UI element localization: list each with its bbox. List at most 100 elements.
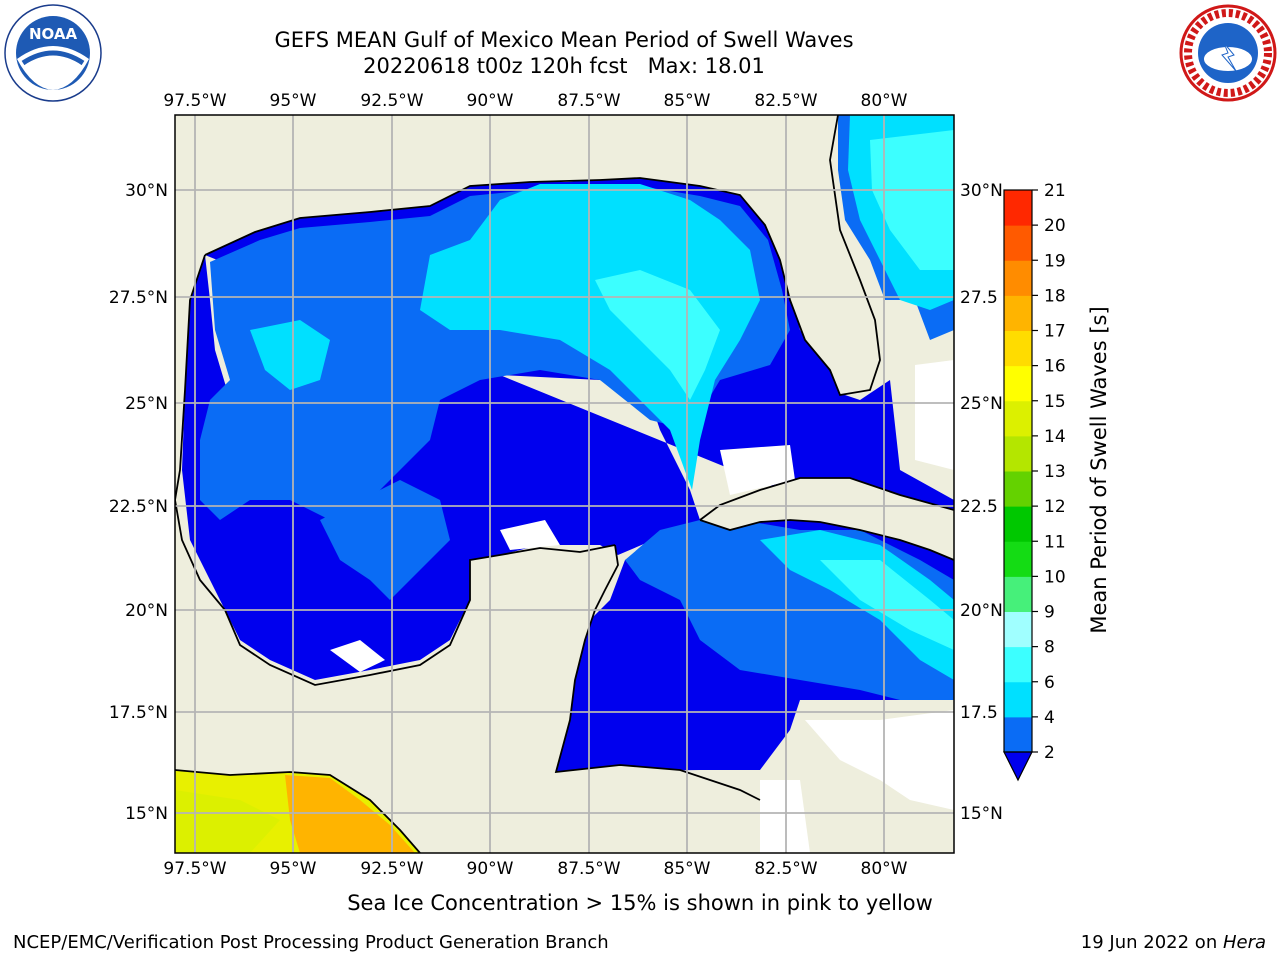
land-north-coast xyxy=(175,115,530,500)
contour-6-8-south xyxy=(820,560,954,650)
ice-note: Sea Ice Concentration > 15% is shown in … xyxy=(347,891,933,915)
colorbar-segment xyxy=(1004,365,1032,402)
colorbar-segment xyxy=(1004,471,1032,507)
colorbar-segment xyxy=(1004,506,1032,542)
lat-labels-left: 30°N 27.5°N 25°N 22.5°N 20°N 17.5°N 15°N xyxy=(109,181,168,824)
colorbar-extend-arrow xyxy=(1003,751,1033,782)
colorbar-tick-label: 12 xyxy=(1044,497,1066,517)
colorbar-tick-label: 17 xyxy=(1044,322,1066,342)
colorbar-tick-label: 20 xyxy=(1044,216,1066,236)
ice-field-pacific-orange xyxy=(285,775,415,853)
lon-labels-bottom: 97.5°W 95°W 92.5°W 90°W 87.5°W 85°W 82.5… xyxy=(163,859,907,879)
colorbar-segment xyxy=(1004,716,1032,753)
lat-label: 30°N xyxy=(960,181,1003,201)
lon-label: 82.5°W xyxy=(754,859,817,879)
lat-label: 17.5 xyxy=(960,703,998,723)
colorbar-segment xyxy=(1004,576,1032,612)
colorbar-segment xyxy=(1004,330,1032,367)
no-data-6 xyxy=(915,360,954,470)
colorbar-tick-label: 4 xyxy=(1044,708,1055,728)
lon-label: 80°W xyxy=(861,91,908,111)
no-data-2 xyxy=(805,710,954,810)
lat-label: 20°N xyxy=(125,601,168,621)
no-data-4 xyxy=(500,520,560,550)
colorbar-tick-label: 19 xyxy=(1044,251,1066,271)
no-data-5 xyxy=(330,640,385,672)
lat-label: 30°N xyxy=(125,181,168,201)
contour-6-8-east xyxy=(870,130,954,270)
footer-machine: Hera xyxy=(1222,932,1266,953)
colorbar-segment xyxy=(1004,611,1032,648)
lon-label: 80°W xyxy=(861,859,908,879)
footer-date: 19 Jun 2022 on Hera xyxy=(1081,932,1266,953)
lon-label: 92.5°W xyxy=(360,859,423,879)
lon-label: 92.5°W xyxy=(360,91,423,111)
lon-label: 87.5°W xyxy=(557,91,620,111)
lon-label: 90°W xyxy=(467,91,514,111)
lon-label: 97.5°W xyxy=(163,859,226,879)
colorbar-label: Mean Period of Swell Waves [s] xyxy=(1087,306,1111,633)
lat-label: 22.5°N xyxy=(109,497,168,517)
colorbar-tick-label: 8 xyxy=(1044,638,1055,658)
lat-label: 27.5 xyxy=(960,288,998,308)
lon-label: 97.5°W xyxy=(163,91,226,111)
colorbar-tick-label: 16 xyxy=(1044,357,1066,377)
colorbar: 2 4 6 8 9 10 11 12 13 14 15 16 17 18 19 20 21 xyxy=(1003,181,1066,782)
lon-label: 82.5°W xyxy=(754,91,817,111)
chart-subtitle: 20220618 t00z 120h fcst Max: 18.01 xyxy=(363,54,765,78)
chart-title: GEFS MEAN Gulf of Mexico Mean Period of … xyxy=(274,28,854,52)
colorbar-segment xyxy=(1004,435,1032,472)
colorbar-segment xyxy=(1004,400,1032,437)
colorbar-tick-label: 11 xyxy=(1044,532,1066,552)
land-mexico xyxy=(175,500,470,853)
map-frame xyxy=(174,114,955,854)
colorbar-tick-label: 13 xyxy=(1044,462,1066,482)
ice-field-pacific-light xyxy=(175,790,280,853)
lat-label: 25°N xyxy=(960,394,1003,414)
colorbar-tick-label: 9 xyxy=(1044,603,1055,623)
colorbar-tick-label: 15 xyxy=(1044,392,1066,412)
lat-label: 25°N xyxy=(125,394,168,414)
colorbar-segment xyxy=(1004,260,1032,296)
colorbar-segment xyxy=(1004,295,1032,331)
gridlines xyxy=(175,115,954,853)
lon-label: 95°W xyxy=(270,859,317,879)
lat-label: 27.5°N xyxy=(109,288,168,308)
colorbar-segment xyxy=(1004,541,1032,577)
lon-label: 85°W xyxy=(664,91,711,111)
lon-label: 90°W xyxy=(467,859,514,879)
coastlines xyxy=(175,115,954,853)
lon-label: 85°W xyxy=(664,859,711,879)
land-cuba xyxy=(700,478,954,560)
contour-4-6-south xyxy=(760,530,954,680)
contour-2-4-mid xyxy=(320,480,450,600)
lon-labels-top: 97.5°W 95°W 92.5°W 90°W 87.5°W 85°W 82.5… xyxy=(163,91,907,111)
colorbar-segment xyxy=(1004,190,1032,226)
nws-logo xyxy=(1179,4,1277,102)
land-florida xyxy=(530,115,880,395)
colorbar-segment xyxy=(1004,681,1032,718)
contour-4-6-west xyxy=(250,320,330,390)
colorbar-segment xyxy=(1004,225,1032,261)
lat-label: 20°N xyxy=(960,601,1003,621)
colorbar-tick-label: 14 xyxy=(1044,427,1066,447)
contour-6-8 xyxy=(595,270,720,400)
footer-date-text: 19 Jun 2022 on xyxy=(1080,932,1223,953)
lat-labels-right: 30°N 27.5 25°N 22.5 20°N 17.5 15°N xyxy=(960,181,1003,824)
no-data-1 xyxy=(720,445,795,495)
lat-label: 22.5 xyxy=(960,497,998,517)
lat-label: 17.5°N xyxy=(109,703,168,723)
lat-label: 15°N xyxy=(125,804,168,824)
lon-label: 87.5°W xyxy=(557,859,620,879)
colorbar-segment xyxy=(1004,646,1032,683)
colorbar-tick-label: 18 xyxy=(1044,286,1066,306)
lat-label: 15°N xyxy=(960,804,1003,824)
colorbar-tick-label: 6 xyxy=(1044,673,1055,693)
colorbar-tick-label: 2 xyxy=(1044,743,1055,763)
colorbar-tick-label: 10 xyxy=(1044,567,1066,587)
noaa-logo: NOAA xyxy=(4,4,102,102)
footer-credit: NCEP/EMC/Verification Post Processing Pr… xyxy=(13,932,609,953)
lon-label: 95°W xyxy=(270,91,317,111)
contour-4-6 xyxy=(420,184,760,490)
